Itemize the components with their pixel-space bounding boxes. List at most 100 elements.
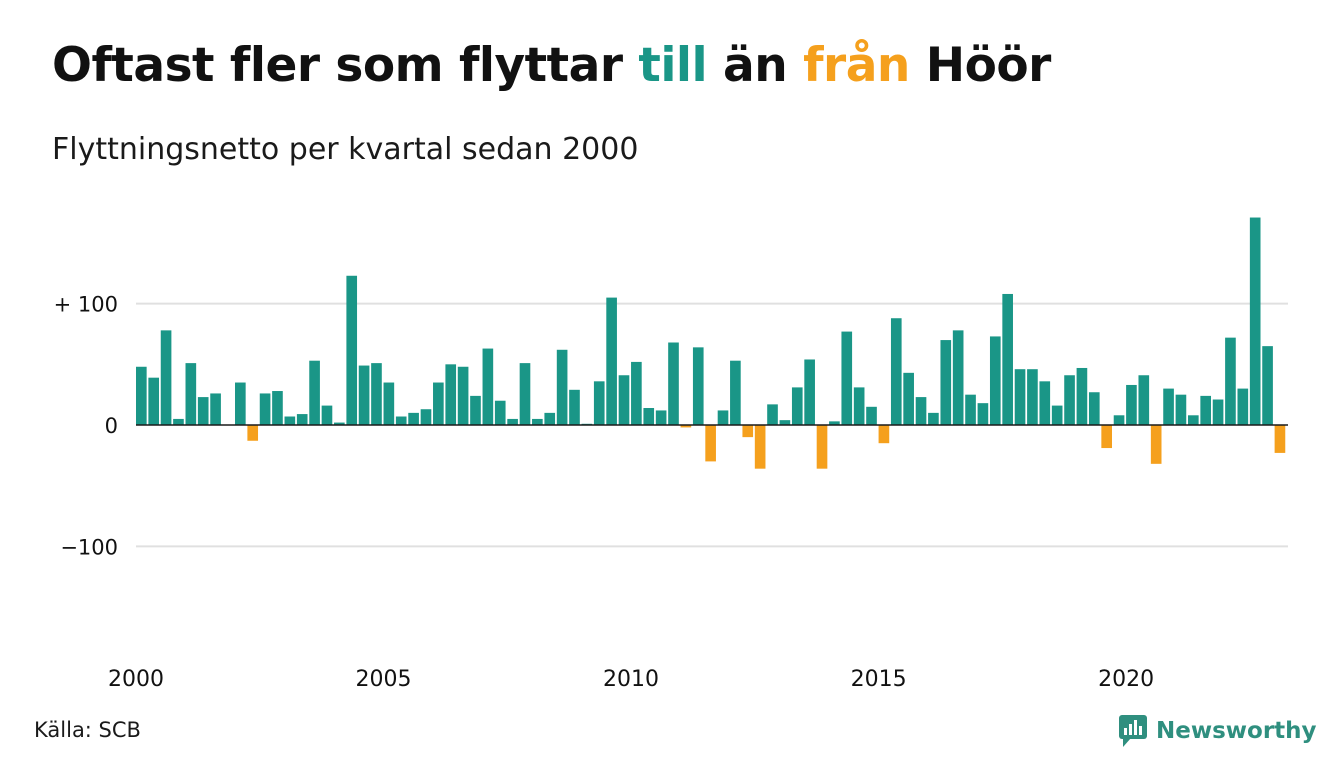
title-highlight-fran: från (803, 38, 910, 93)
bar (1175, 394, 1187, 425)
newsworthy-logo-icon (1119, 715, 1147, 747)
bar (841, 331, 853, 425)
bar (358, 365, 370, 425)
bar (668, 342, 679, 425)
bar (482, 348, 494, 425)
y-tick-label: 0 (105, 414, 118, 438)
bar (296, 414, 308, 425)
bar (952, 330, 964, 425)
bar (1150, 425, 1162, 464)
bar (742, 425, 754, 438)
bar (247, 425, 259, 441)
y-tick-label: −100 (60, 535, 118, 559)
bar (791, 387, 803, 425)
brand-logo: Newsworthy (1118, 714, 1317, 748)
bar (1212, 399, 1224, 425)
bar (767, 404, 778, 425)
title-part-2: än (707, 38, 804, 93)
bar (705, 425, 716, 462)
bar (940, 340, 952, 425)
bar (445, 364, 457, 425)
bar (1002, 293, 1013, 425)
bar (544, 412, 556, 425)
bar (804, 359, 815, 425)
bar (1101, 425, 1112, 449)
bar (284, 416, 296, 425)
bar (383, 382, 395, 425)
bar (507, 418, 518, 425)
bar (1076, 367, 1088, 425)
bar (1138, 375, 1150, 425)
bar (519, 363, 531, 425)
bar (606, 297, 617, 425)
bar (866, 406, 877, 425)
bar (618, 375, 630, 425)
x-tick-label: 2005 (356, 667, 412, 692)
bar (309, 360, 320, 425)
bar (148, 377, 160, 425)
bar (915, 397, 927, 425)
bar (420, 409, 432, 425)
bar (754, 425, 766, 469)
bar (1113, 415, 1125, 425)
bar (928, 412, 939, 425)
bar (643, 408, 655, 425)
bar (1225, 337, 1236, 425)
bar (890, 318, 902, 425)
bar (173, 418, 184, 425)
bar (631, 361, 642, 425)
bar (569, 389, 580, 425)
title-part-1: Oftast fler som flyttar (52, 38, 639, 93)
bar (965, 394, 976, 425)
bar (433, 382, 444, 425)
bar (346, 275, 358, 425)
bar (408, 412, 419, 425)
bar (1027, 369, 1038, 425)
bar (494, 400, 506, 425)
bar (692, 347, 704, 425)
bar (1187, 415, 1199, 425)
bar (1126, 384, 1137, 425)
x-tick-label: 2015 (851, 667, 907, 692)
bar (1064, 375, 1075, 425)
bar (1163, 388, 1174, 425)
bar (321, 405, 333, 425)
bar (779, 420, 791, 425)
bar (680, 425, 692, 428)
bar (371, 363, 382, 425)
bar (1249, 217, 1261, 425)
bar (395, 416, 407, 425)
bar (160, 330, 172, 425)
bar (259, 393, 271, 425)
bar (878, 425, 890, 444)
bar (1039, 381, 1051, 425)
bar (853, 387, 865, 425)
chart-title: Oftast fler som flyttar till än från Höö… (52, 38, 1051, 93)
brand-name: Newsworthy (1156, 718, 1317, 744)
bar (593, 381, 605, 425)
bar (989, 336, 1001, 425)
bar (532, 418, 543, 425)
bar (470, 395, 481, 425)
bar (1051, 405, 1063, 425)
y-tick-label: + 100 (54, 293, 118, 317)
source-label: Källa: SCB (34, 718, 141, 742)
bar (1237, 388, 1249, 425)
title-highlight-till: till (638, 38, 708, 93)
bar (717, 410, 729, 425)
bar (210, 393, 221, 425)
bar (1200, 395, 1212, 425)
bar (1262, 346, 1273, 425)
bar (977, 403, 989, 425)
x-tick-label: 2000 (108, 667, 164, 692)
bar (556, 349, 568, 425)
bar (1274, 425, 1286, 453)
bar (136, 366, 147, 425)
title-part-3: Höör (909, 38, 1052, 93)
bar (185, 363, 197, 425)
chart-subtitle: Flyttningsnetto per kvartal sedan 2000 (52, 132, 639, 167)
x-tick-label: 2020 (1098, 667, 1154, 692)
bar (197, 397, 209, 425)
bar (655, 410, 667, 425)
